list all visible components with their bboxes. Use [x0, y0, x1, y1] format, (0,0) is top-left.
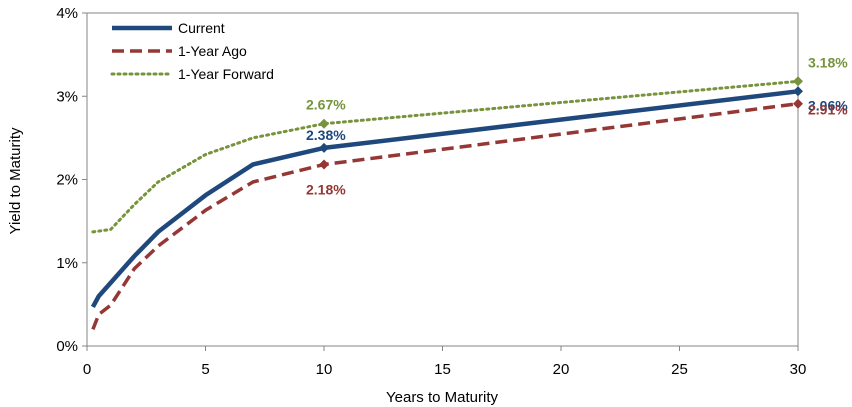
- legend-label-1: 1-Year Ago: [178, 43, 247, 59]
- data-marker: [319, 159, 329, 170]
- legend-label-2: 1-Year Forward: [178, 66, 274, 82]
- y-tick-label: 1%: [56, 255, 78, 272]
- data-marker: [319, 142, 329, 153]
- y-tick-label: 0%: [56, 338, 78, 355]
- data-label: 2.67%: [306, 97, 346, 113]
- data-label: 2.91%: [808, 102, 848, 118]
- series-line-1: [91, 101, 799, 331]
- data-marker: [793, 76, 803, 87]
- series-line-0: [90, 89, 799, 308]
- data-marker: [793, 98, 803, 109]
- data-marker: [793, 86, 803, 97]
- x-tick-label: 0: [83, 361, 91, 378]
- x-tick-label: 25: [671, 361, 688, 378]
- legend: Current 1-Year Ago 1-Year Forward: [110, 20, 274, 82]
- y-axis-ticks: 0% 1% 2% 3% 4%: [56, 5, 87, 355]
- data-marker: [319, 118, 329, 129]
- legend-label-0: Current: [178, 20, 225, 36]
- y-tick-label: 3%: [56, 88, 78, 105]
- x-tick-label: 30: [790, 361, 807, 378]
- x-tick-label: 20: [553, 361, 570, 378]
- x-tick-label: 5: [201, 361, 209, 378]
- x-tick-label: 10: [316, 361, 333, 378]
- x-axis-title: Years to Maturity: [386, 389, 498, 406]
- x-axis-ticks: 0 5 10 15 20 25 30: [83, 346, 807, 378]
- data-label: 2.18%: [306, 182, 346, 198]
- series-layer: [90, 79, 800, 331]
- y-tick-label: 2%: [56, 172, 78, 189]
- data-label: 3.18%: [808, 54, 848, 70]
- data-label: 2.38%: [306, 127, 346, 143]
- data-label: 3.06%: [808, 97, 848, 113]
- x-tick-label: 15: [434, 361, 451, 378]
- markers-layer: 2.38% 3.06% 2.18% 2.91% 2.67% 3.18%: [306, 54, 848, 197]
- y-tick-label: 4%: [56, 5, 78, 22]
- plot-area: [86, 12, 799, 347]
- y-axis-title: Yield to Maturity: [7, 127, 24, 234]
- series-line-2: [91, 79, 800, 234]
